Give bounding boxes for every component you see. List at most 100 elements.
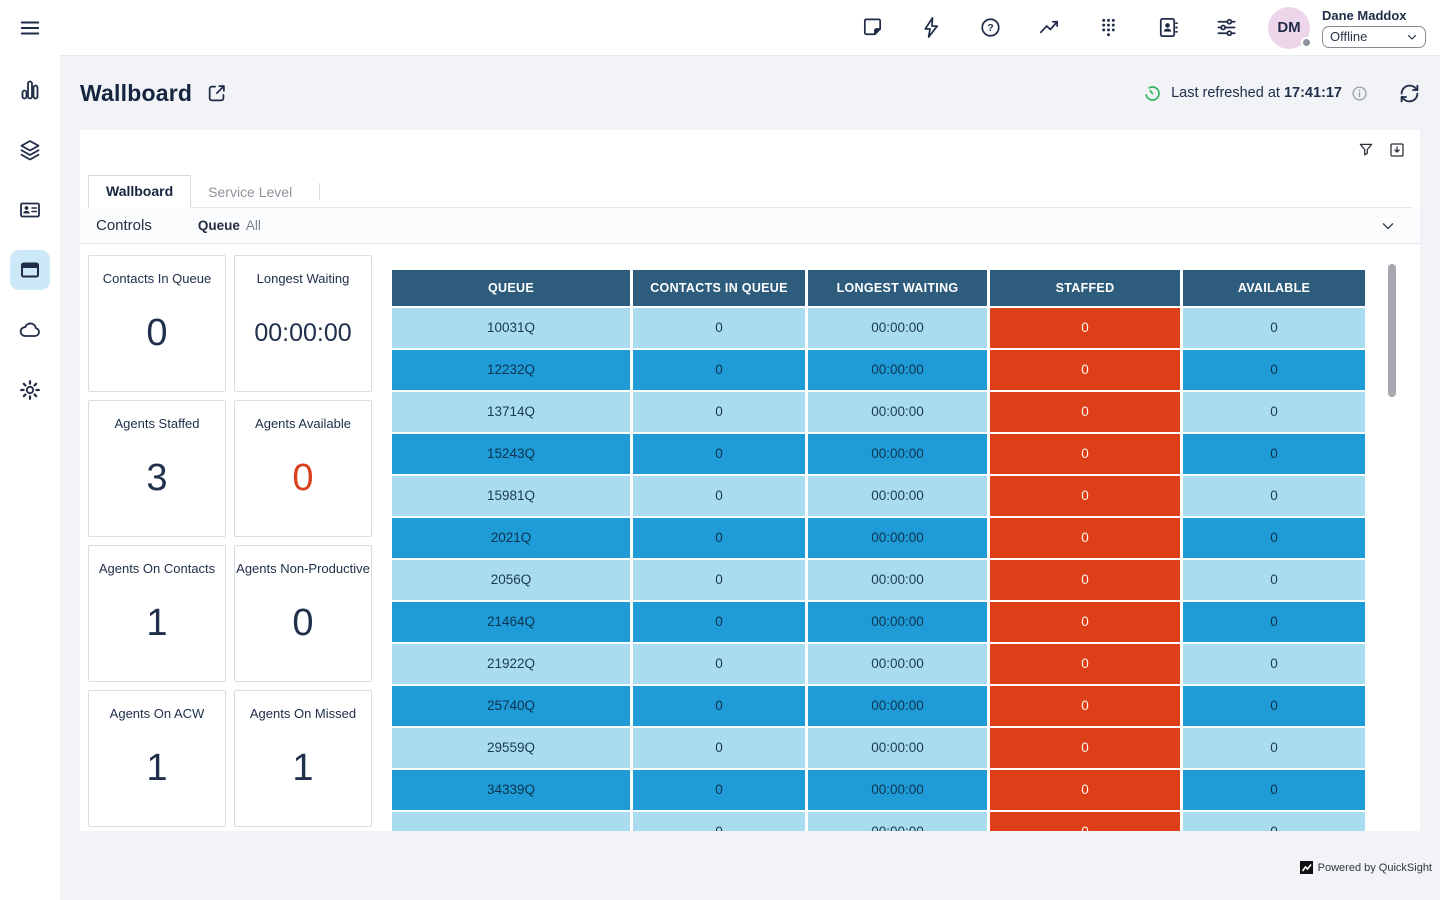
kpi-card[interactable]: Agents Staffed 3 (88, 400, 226, 537)
directory-icon[interactable] (1156, 16, 1179, 39)
cell-queue[interactable]: 15981Q (392, 476, 630, 516)
cell-staffed[interactable]: 0 (990, 686, 1180, 726)
cell-queue[interactable]: 2056Q (392, 560, 630, 600)
kpi-card[interactable]: Contacts In Queue 0 (88, 255, 226, 392)
kpi-card[interactable]: Agents On Missed 1 (234, 690, 372, 827)
cell-contacts[interactable]: 0 (633, 812, 805, 831)
cell-longest[interactable]: 00:00:00 (808, 476, 987, 516)
tab-service-level[interactable]: Service Level (208, 184, 293, 200)
kpi-card[interactable]: Agents On ACW 1 (88, 690, 226, 827)
cell-contacts[interactable]: 0 (633, 434, 805, 474)
kpi-card[interactable]: Agents On Contacts 1 (88, 545, 226, 682)
cell-staffed[interactable]: 0 (990, 518, 1180, 558)
cell-staffed[interactable]: 0 (990, 812, 1180, 831)
tab-wallboard[interactable]: Wallboard (88, 175, 192, 208)
sidebar-item-analytics[interactable] (10, 70, 50, 110)
cell-queue[interactable]: 2021Q (392, 518, 630, 558)
column-header[interactable]: STAFFED (990, 270, 1180, 306)
cell-available[interactable]: 0 (1183, 560, 1365, 600)
cell-available[interactable]: 0 (1183, 686, 1365, 726)
help-icon[interactable]: ? (979, 16, 1002, 39)
preferences-icon[interactable] (1215, 16, 1238, 39)
cell-contacts[interactable]: 0 (633, 392, 805, 432)
cell-staffed[interactable]: 0 (990, 770, 1180, 810)
kpi-card[interactable]: Agents Available 0 (234, 400, 372, 537)
cell-contacts[interactable]: 0 (633, 728, 805, 768)
cell-contacts[interactable]: 0 (633, 518, 805, 558)
cell-queue[interactable]: 12232Q (392, 350, 630, 390)
note-icon[interactable] (861, 16, 884, 39)
sidebar-item-queues[interactable] (10, 130, 50, 170)
cell-available[interactable]: 0 (1183, 644, 1365, 684)
cell-longest[interactable]: 00:00:00 (808, 434, 987, 474)
controls-collapse-button[interactable] (1378, 216, 1404, 236)
external-link-icon[interactable] (206, 82, 228, 104)
column-header[interactable]: QUEUE (392, 270, 630, 306)
cell-contacts[interactable]: 0 (633, 686, 805, 726)
sidebar-item-contacts[interactable] (10, 190, 50, 230)
cell-available[interactable]: 0 (1183, 728, 1365, 768)
cell-queue[interactable] (392, 812, 630, 831)
queue-filter-value[interactable]: All (245, 218, 261, 233)
sidebar-item-settings[interactable] (10, 370, 50, 410)
cell-queue[interactable]: 29559Q (392, 728, 630, 768)
column-header[interactable]: CONTACTS IN QUEUE (633, 270, 805, 306)
cell-contacts[interactable]: 0 (633, 308, 805, 348)
cell-staffed[interactable]: 0 (990, 350, 1180, 390)
cell-longest[interactable]: 00:00:00 (808, 644, 987, 684)
dialpad-icon[interactable] (1097, 16, 1120, 39)
column-header[interactable]: AVAILABLE (1183, 270, 1365, 306)
cell-available[interactable]: 0 (1183, 770, 1365, 810)
powered-by-quicksight[interactable]: Powered by QuickSight (1299, 861, 1432, 874)
metrics-icon[interactable] (1038, 16, 1061, 39)
cell-staffed[interactable]: 0 (990, 476, 1180, 516)
info-icon[interactable] (1351, 85, 1368, 102)
export-icon[interactable] (1388, 141, 1406, 159)
cell-contacts[interactable]: 0 (633, 602, 805, 642)
cell-queue[interactable]: 15243Q (392, 434, 630, 474)
quick-actions-icon[interactable] (920, 16, 943, 39)
cell-queue[interactable]: 13714Q (392, 392, 630, 432)
hamburger-menu-button[interactable] (0, 0, 60, 56)
sidebar-item-wallboard[interactable] (10, 250, 50, 290)
table-scrollbar[interactable] (1388, 264, 1396, 397)
cell-contacts[interactable]: 0 (633, 350, 805, 390)
agent-status-select[interactable]: Offline (1322, 25, 1426, 48)
cell-queue[interactable]: 34339Q (392, 770, 630, 810)
cell-available[interactable]: 0 (1183, 350, 1365, 390)
cell-contacts[interactable]: 0 (633, 560, 805, 600)
cell-longest[interactable]: 00:00:00 (808, 728, 987, 768)
cell-staffed[interactable]: 0 (990, 728, 1180, 768)
cell-queue[interactable]: 10031Q (392, 308, 630, 348)
cell-queue[interactable]: 25740Q (392, 686, 630, 726)
cell-longest[interactable]: 00:00:00 (808, 686, 987, 726)
filter-icon[interactable] (1357, 141, 1375, 159)
cell-available[interactable]: 0 (1183, 602, 1365, 642)
cell-available[interactable]: 0 (1183, 518, 1365, 558)
cell-available[interactable]: 0 (1183, 308, 1365, 348)
cell-queue[interactable]: 21922Q (392, 644, 630, 684)
cell-longest[interactable]: 00:00:00 (808, 518, 987, 558)
cell-contacts[interactable]: 0 (633, 476, 805, 516)
kpi-card[interactable]: Longest Waiting 00:00:00 (234, 255, 372, 392)
kpi-card[interactable]: Agents Non-Productive 0 (234, 545, 372, 682)
cell-available[interactable]: 0 (1183, 476, 1365, 516)
cell-available[interactable]: 0 (1183, 812, 1365, 831)
cell-queue[interactable]: 21464Q (392, 602, 630, 642)
column-header[interactable]: LONGEST WAITING (808, 270, 987, 306)
cell-longest[interactable]: 00:00:00 (808, 812, 987, 831)
cell-longest[interactable]: 00:00:00 (808, 560, 987, 600)
cell-available[interactable]: 0 (1183, 434, 1365, 474)
cell-longest[interactable]: 00:00:00 (808, 602, 987, 642)
cell-longest[interactable]: 00:00:00 (808, 770, 987, 810)
sidebar-item-cloud[interactable] (10, 310, 50, 350)
cell-staffed[interactable]: 0 (990, 392, 1180, 432)
cell-staffed[interactable]: 0 (990, 560, 1180, 600)
cell-contacts[interactable]: 0 (633, 770, 805, 810)
refresh-icon[interactable] (1399, 83, 1420, 104)
cell-staffed[interactable]: 0 (990, 434, 1180, 474)
cell-available[interactable]: 0 (1183, 392, 1365, 432)
cell-longest[interactable]: 00:00:00 (808, 308, 987, 348)
cell-longest[interactable]: 00:00:00 (808, 350, 987, 390)
cell-staffed[interactable]: 0 (990, 602, 1180, 642)
